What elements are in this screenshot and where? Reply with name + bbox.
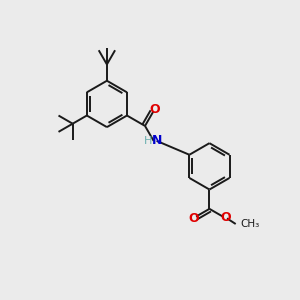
Text: O: O bbox=[220, 211, 230, 224]
Text: N: N bbox=[152, 134, 162, 147]
Text: H: H bbox=[143, 136, 152, 146]
Text: CH₃: CH₃ bbox=[240, 219, 260, 229]
Text: O: O bbox=[149, 103, 160, 116]
Text: O: O bbox=[188, 212, 199, 225]
